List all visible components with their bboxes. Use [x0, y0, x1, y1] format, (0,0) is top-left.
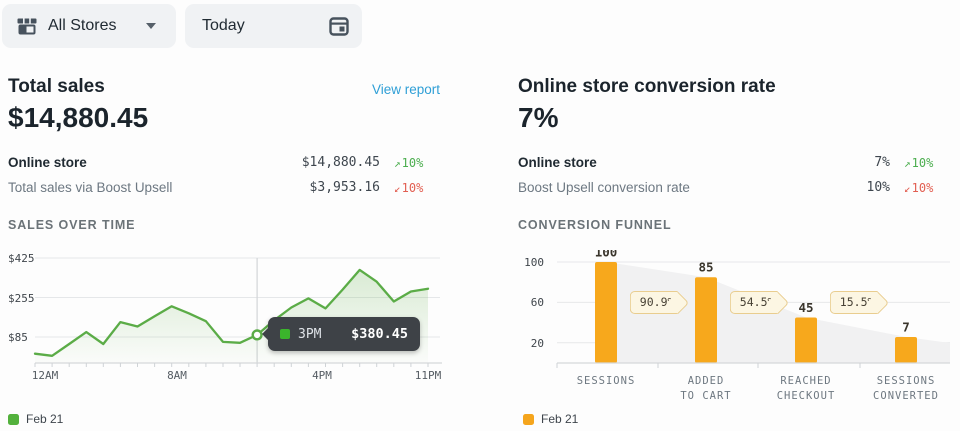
funnel-category-label: REACHED CHECKOUT — [746, 374, 866, 404]
delta-value: 10% — [911, 155, 934, 170]
delta-value: 10% — [911, 180, 934, 195]
delta-value: 10% — [401, 155, 424, 170]
metric-row: Online store 7% ↗10% — [518, 150, 950, 175]
bar-value-label: 100 — [595, 250, 618, 260]
x-tick-label: 4PM — [312, 369, 332, 382]
calendar-icon — [329, 17, 349, 36]
conversion-funnel-label: CONVERSION FUNNEL — [518, 218, 672, 232]
funnel-bar[interactable] — [595, 262, 617, 363]
trend-up-icon: ↗ — [394, 156, 401, 170]
metric-value: $14,880.45 — [301, 155, 380, 170]
date-selector-label: Today — [202, 17, 245, 34]
y-tick-label: $425 — [8, 252, 35, 265]
tooltip-series-swatch — [280, 329, 290, 339]
conversion-rate-panel: Online store conversion rate 7% Online s… — [518, 72, 950, 431]
store-selector-button[interactable]: All Stores — [2, 4, 176, 48]
y-tick-label: 60 — [530, 296, 544, 309]
x-tick-label: 8AM — [167, 369, 187, 382]
funnel-legend: Feb 21 — [523, 412, 578, 426]
metric-label: Boost Upsell conversion rate — [518, 180, 690, 195]
total-sales-value: $14,880.45 — [8, 102, 149, 133]
trend-down-icon: ↙ — [394, 181, 401, 195]
funnel-shadow-area — [606, 262, 950, 363]
bar-value-label: 7 — [902, 320, 910, 335]
category-line: TO CART — [680, 390, 732, 402]
sales-over-time-label: SALES OVER TIME — [8, 218, 136, 232]
chevron-down-icon — [146, 23, 156, 29]
date-selector-button[interactable]: Today — [185, 4, 362, 48]
panel-title: Total sales — [8, 76, 105, 97]
metric-label: Total sales via Boost Upsell — [8, 180, 173, 195]
tooltip-value: $380.45 — [351, 326, 408, 342]
y-tick-label: 20 — [530, 337, 544, 350]
sales-legend: Feb 21 — [8, 412, 63, 426]
metric-row: Online store $14,880.45 ↗10% — [8, 150, 440, 175]
legend-swatch-green — [8, 413, 19, 425]
sales-line-chart[interactable] — [8, 248, 442, 370]
legend-swatch-orange — [523, 413, 534, 425]
tooltip-time: 3PM — [298, 326, 322, 342]
metric-value: 10% — [866, 180, 890, 195]
metric-rows: Online store $14,880.45 ↗10% Total sales… — [8, 150, 440, 200]
bar-value-label: 45 — [798, 300, 813, 315]
metric-delta: ↙10% — [904, 181, 950, 195]
metric-delta: ↗10% — [394, 156, 440, 170]
panel-title: Online store conversion rate — [518, 76, 776, 97]
legend-label: Feb 21 — [26, 412, 64, 426]
category-line: SESSIONS — [876, 375, 936, 387]
total-sales-panel: Total sales View report $14,880.45 Onlin… — [8, 72, 442, 431]
y-tick-label: 100 — [524, 256, 544, 269]
trend-down-icon: ↙ — [904, 181, 911, 195]
funnel-bar[interactable] — [695, 277, 717, 363]
category-line: CHECKOUT — [776, 390, 836, 402]
metric-label: Online store — [518, 155, 597, 170]
funnel-bar[interactable] — [895, 337, 917, 363]
metric-value: $3,953.16 — [309, 180, 380, 195]
trend-up-icon: ↗ — [904, 156, 911, 170]
conversion-rate-value: 7% — [518, 102, 559, 133]
funnel-category-label: ADDED TO CART — [646, 374, 766, 404]
highlight-marker — [251, 329, 263, 341]
metric-rows: Online store 7% ↗10% Boost Upsell conver… — [518, 150, 950, 200]
funnel-category-label: SESSIONS CONVERTED — [846, 374, 960, 404]
metric-delta: ↙10% — [394, 181, 440, 195]
metric-row: Total sales via Boost Upsell $3,953.16 ↙… — [8, 175, 440, 200]
y-tick-label: $255 — [8, 292, 35, 305]
bar-value-label: 85 — [698, 260, 713, 275]
y-tick-label: $85 — [8, 331, 28, 344]
funnel-chart-svg: 100 85 45 7 — [556, 245, 950, 368]
sales-chart-svg — [33, 257, 442, 367]
metric-label: Online store — [8, 155, 87, 170]
metric-row: Boost Upsell conversion rate 10% ↙10% — [518, 175, 950, 200]
store-selector-label: All Stores — [48, 17, 117, 34]
funnel-category-label: SESSIONS — [546, 374, 666, 389]
chart-tooltip: 3PM $380.45 — [262, 317, 420, 351]
legend-label: Feb 21 — [541, 412, 579, 426]
conversion-funnel-chart[interactable]: 100 85 45 7 — [552, 245, 950, 370]
category-line: REACHED — [780, 375, 832, 387]
funnel-bar[interactable] — [795, 317, 817, 364]
category-line: ADDED — [687, 375, 725, 387]
sales-line — [33, 268, 430, 357]
delta-value: 10% — [401, 180, 424, 195]
metric-value: 7% — [874, 155, 890, 170]
x-tick-label: 12AM — [31, 369, 59, 382]
category-line: SESSIONS — [576, 375, 636, 387]
x-tick-label: 11PM — [414, 369, 442, 382]
store-icon — [17, 18, 37, 35]
category-line: CONVERTED — [873, 390, 939, 402]
view-report-link[interactable]: View report — [371, 82, 440, 97]
metric-delta: ↗10% — [904, 156, 950, 170]
